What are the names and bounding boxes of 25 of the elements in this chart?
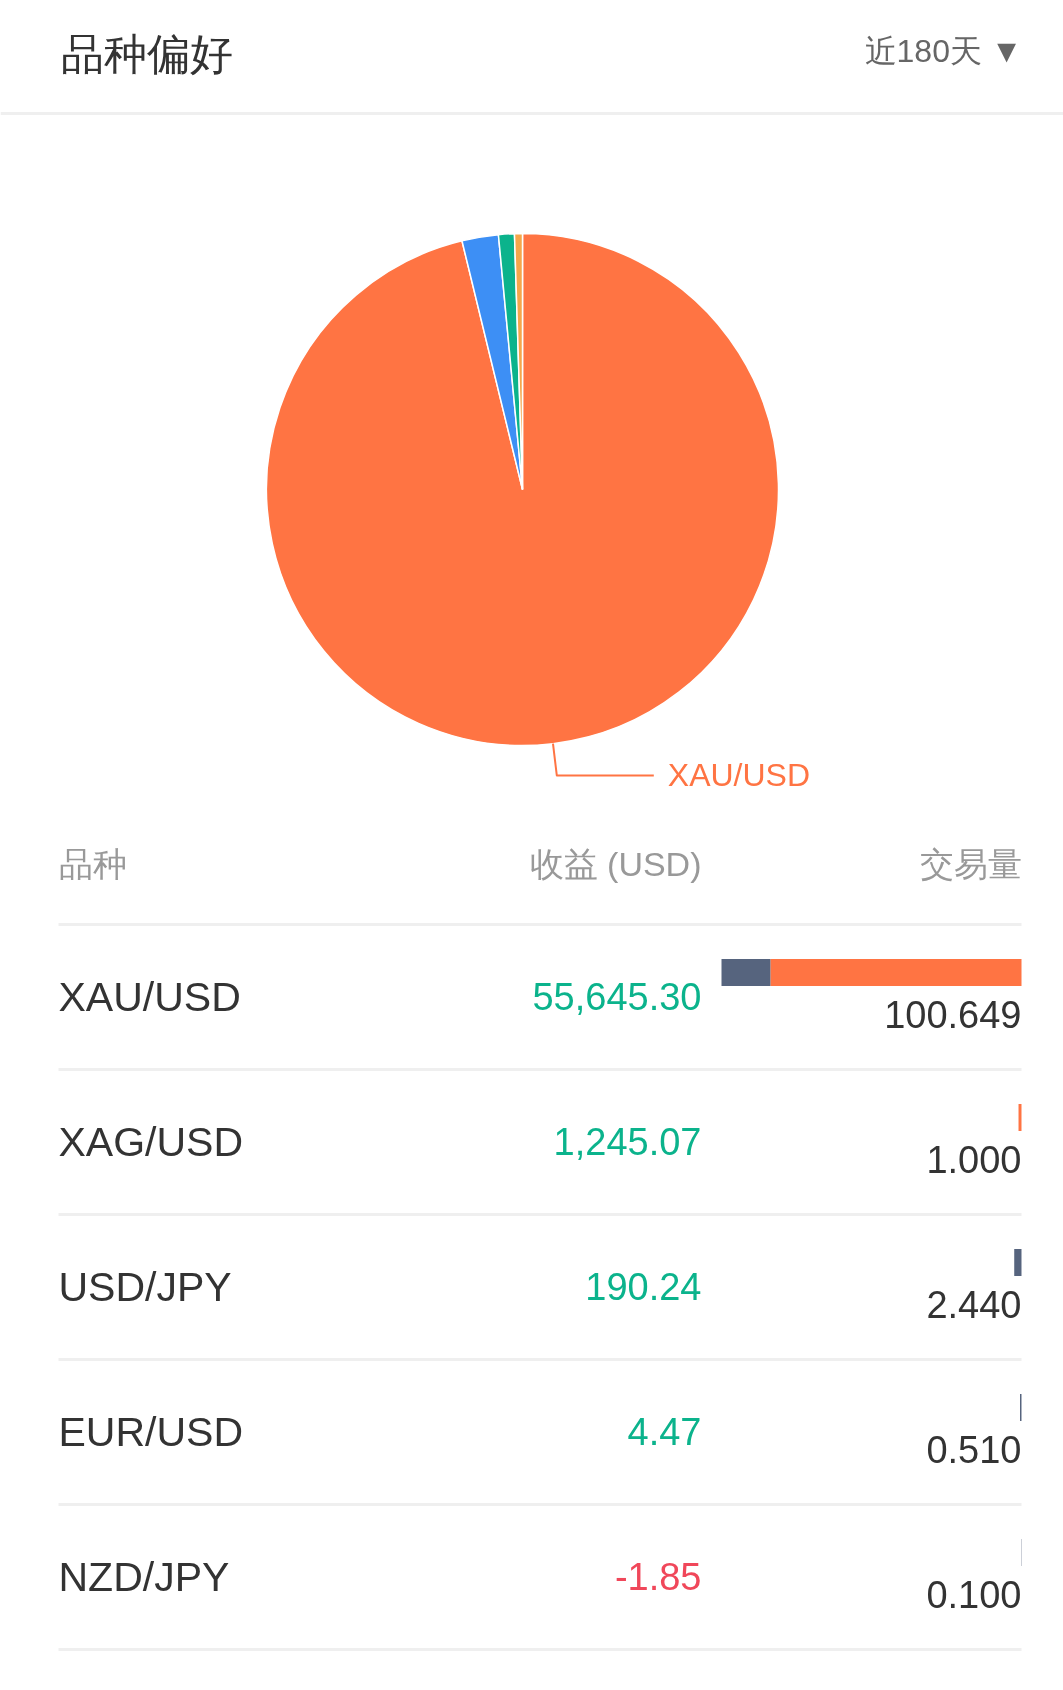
- text: 收益 (USD): [529, 844, 702, 883]
- bar: [1014, 1249, 1022, 1276]
- y-tick-label: NZD/JPY: [58, 1553, 230, 1600]
- x-axis-title: 交易量: [919, 844, 1022, 883]
- y-tick-label: USD/JPY: [58, 1263, 232, 1310]
- y-axis-title: 品种: [58, 844, 127, 883]
- total-label: 100.649: [884, 994, 1022, 1036]
- y-tick-label: XAU/USD: [58, 973, 241, 1020]
- data-label: 0.100: [926, 1574, 1022, 1616]
- y-tick-label: EUR/USD: [58, 1408, 244, 1455]
- bar: [770, 959, 1022, 986]
- data-label: 2.440: [926, 1284, 1022, 1326]
- text: 1,245.07: [553, 1121, 702, 1163]
- text: 190.24: [585, 1266, 702, 1308]
- bar: [721, 959, 771, 986]
- y-tick-label: XAG/USD: [58, 1118, 244, 1165]
- data-label: 1.000: [926, 1139, 1022, 1181]
- slice-label: XAU/USD: [667, 757, 811, 794]
- data-label: 0.510: [926, 1429, 1022, 1471]
- text: 55,645.30: [532, 976, 702, 1018]
- bar: [1018, 1104, 1022, 1131]
- text: 近180天 ▼: [864, 32, 1023, 69]
- text: -1.85: [614, 1556, 702, 1598]
- chart-title: 品种偏好: [60, 29, 233, 78]
- text: 4.47: [627, 1411, 702, 1453]
